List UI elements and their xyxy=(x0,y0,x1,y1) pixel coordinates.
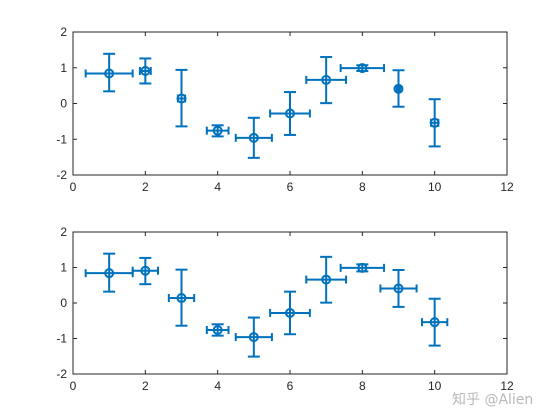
x-tick-label: 8 xyxy=(359,379,366,393)
y-tick-label: -2 xyxy=(56,367,67,381)
data-point xyxy=(104,268,115,279)
data-point xyxy=(357,63,368,74)
data-point xyxy=(429,317,440,328)
y-tick-label: 0 xyxy=(60,296,67,310)
x-tick-label: 12 xyxy=(500,180,514,194)
data-point xyxy=(393,283,404,294)
y-tick-label: 1 xyxy=(60,61,67,75)
x-tick-label: 6 xyxy=(287,180,294,194)
x-tick-label: 10 xyxy=(428,180,442,194)
data-point xyxy=(393,83,404,94)
data-point xyxy=(285,108,295,119)
watermark-text: 知乎 @Alien xyxy=(452,391,533,408)
y-tick-label: 1 xyxy=(60,261,67,275)
data-point xyxy=(321,274,332,285)
y-tick-label: -1 xyxy=(56,332,67,346)
x-tick-label: 12 xyxy=(500,379,514,393)
data-point xyxy=(104,68,115,79)
data-point xyxy=(248,132,259,143)
x-tick-label: 0 xyxy=(70,180,77,194)
data-point xyxy=(212,324,223,335)
data-point xyxy=(176,293,187,304)
y-tick-label: 2 xyxy=(60,225,67,239)
x-tick-label: 2 xyxy=(142,379,149,393)
y-tick-label: -1 xyxy=(56,132,67,146)
data-point xyxy=(140,265,151,276)
y-tick-label: -2 xyxy=(56,168,67,182)
data-point xyxy=(176,93,187,104)
data-point xyxy=(321,74,332,85)
data-point xyxy=(429,117,440,128)
x-tick-label: 2 xyxy=(142,180,149,194)
data-point xyxy=(285,307,295,318)
x-tick-label: 10 xyxy=(428,379,442,393)
data-point xyxy=(140,65,151,76)
y-tick-label: 0 xyxy=(60,97,67,111)
data-point xyxy=(212,125,223,136)
x-tick-label: 6 xyxy=(287,379,294,393)
data-point xyxy=(248,332,259,343)
y-tick-label: 2 xyxy=(60,25,67,39)
data-point xyxy=(357,262,368,273)
x-tick-label: 4 xyxy=(214,180,221,194)
x-tick-label: 4 xyxy=(214,379,221,393)
x-tick-label: 0 xyxy=(70,379,77,393)
x-tick-label: 8 xyxy=(359,180,366,194)
